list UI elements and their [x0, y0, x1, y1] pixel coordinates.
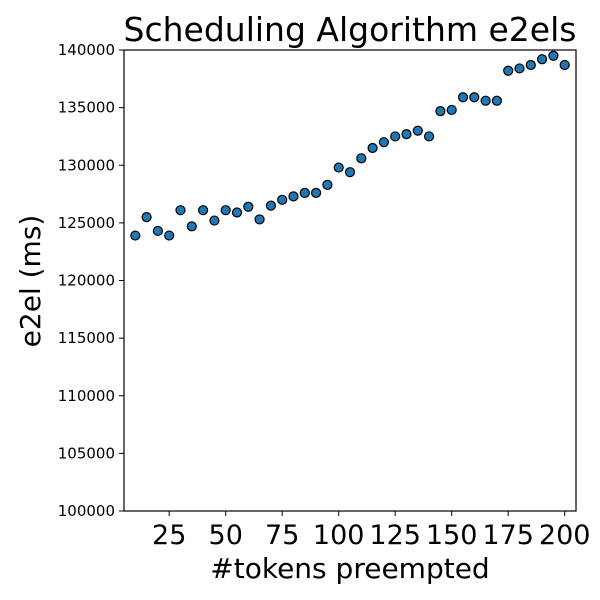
data-point	[164, 230, 175, 241]
data-point	[152, 225, 163, 237]
data-point	[356, 153, 367, 164]
data-point	[367, 142, 378, 154]
data-point	[390, 131, 401, 142]
data-point	[243, 201, 254, 212]
data-point	[209, 215, 220, 226]
data-point	[175, 205, 186, 216]
x-axis-label: #tokens preempted	[210, 552, 489, 585]
data-point	[469, 92, 480, 103]
data-point	[322, 179, 333, 190]
x-tick-label: 150	[426, 520, 478, 551]
data-point	[265, 200, 276, 211]
y-tick-label: 100000	[58, 502, 115, 520]
data-point	[277, 194, 288, 205]
plot-area	[123, 49, 577, 512]
data-point	[344, 167, 356, 178]
data-point	[288, 191, 299, 202]
data-point	[220, 205, 231, 216]
x-axis: 25 50 75 100 125 150 175 200	[152, 511, 590, 551]
data-point	[401, 129, 412, 140]
x-tick-label: 50	[209, 520, 243, 551]
data-point	[480, 95, 491, 106]
y-axis: 100000 105000 110000 115000 120000 125000 1300…	[58, 41, 124, 520]
data-point	[231, 207, 243, 218]
data-point	[299, 187, 310, 199]
data-point	[186, 221, 197, 232]
data-point	[333, 162, 344, 173]
data-point	[254, 214, 265, 225]
data-point	[559, 59, 570, 71]
y-tick-label: 140000	[58, 41, 115, 59]
x-tick-label: 200	[539, 520, 591, 551]
data-point	[198, 205, 209, 216]
data-point	[130, 230, 141, 241]
chart-title: Scheduling Algorithm e2els	[124, 10, 577, 49]
data-point	[491, 95, 502, 106]
y-axis-label: e2el (ms)	[14, 215, 47, 348]
y-tick-label: 130000	[58, 156, 115, 174]
data-point	[503, 65, 514, 76]
y-tick-label: 105000	[58, 444, 115, 462]
data-point	[412, 125, 423, 136]
y-tick-label: 110000	[58, 387, 115, 405]
data-points	[130, 50, 570, 241]
data-point	[424, 131, 435, 142]
data-point	[141, 212, 152, 223]
y-tick-label: 125000	[58, 214, 115, 232]
data-point	[446, 104, 457, 116]
y-tick-label: 135000	[58, 99, 115, 117]
data-point	[536, 54, 548, 65]
data-point	[548, 50, 559, 61]
y-tick-label: 115000	[58, 329, 115, 347]
data-point	[457, 92, 469, 103]
x-tick-label: 125	[369, 520, 421, 551]
data-point	[311, 187, 322, 199]
x-tick-label: 175	[482, 520, 534, 551]
x-tick-label: 25	[152, 520, 186, 551]
data-point	[525, 59, 536, 71]
y-tick-label: 120000	[58, 272, 115, 290]
data-point	[514, 63, 525, 74]
x-tick-label: 75	[265, 520, 299, 551]
data-point	[378, 137, 389, 148]
x-tick-label: 100	[313, 520, 365, 551]
data-point	[435, 105, 446, 117]
